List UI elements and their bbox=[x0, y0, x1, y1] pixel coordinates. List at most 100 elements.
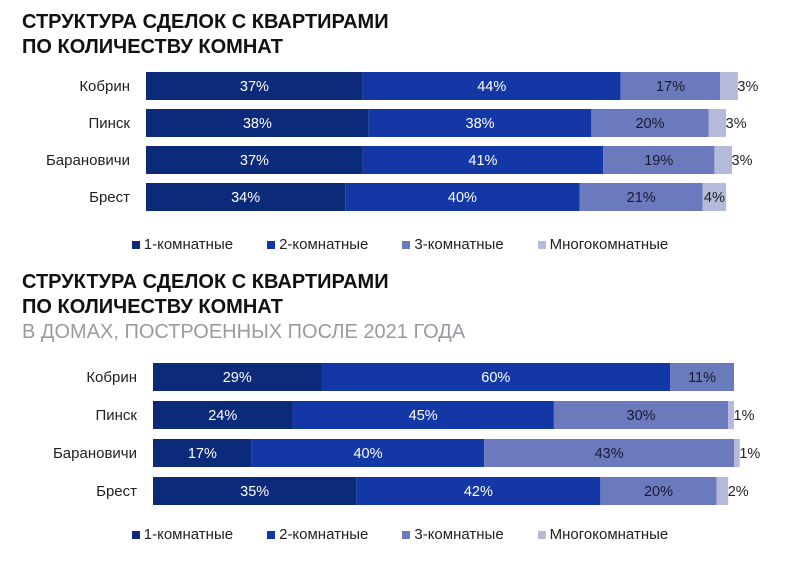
chart1-bar-segment bbox=[345, 183, 580, 211]
chart2-category-label: Брест bbox=[96, 483, 137, 500]
chart1-bar-segment bbox=[708, 109, 727, 137]
chart2-data-label: 42% bbox=[464, 484, 493, 500]
chart1-legend-label: Многокомнатные bbox=[549, 236, 669, 253]
chart2-data-label: 35% bbox=[240, 484, 269, 500]
chart2-legend-swatch bbox=[537, 530, 546, 539]
chart1-bar-segment bbox=[146, 109, 369, 137]
chart2-legend-item: 3-комнатные bbox=[402, 526, 504, 543]
chart2-bar-segment bbox=[153, 477, 357, 505]
chart1-data-label: 4% bbox=[704, 190, 725, 206]
chart2-bar-segment bbox=[356, 477, 601, 505]
chart1-bar-segment bbox=[702, 183, 727, 211]
chart2-data-label: 2% bbox=[728, 484, 749, 500]
chart2-legend-item: 1-комнатные bbox=[131, 526, 234, 543]
chart1-legend-label: 3-комнатные bbox=[414, 236, 504, 253]
chart1-legend-swatch bbox=[131, 240, 140, 249]
chart1-legend-swatch bbox=[537, 240, 546, 249]
chart1-bar-segment bbox=[620, 72, 721, 100]
chart1-bar-segment bbox=[146, 183, 346, 211]
chart2-bar-segment bbox=[734, 439, 740, 467]
chart2-legend-label: Многокомнатные bbox=[549, 526, 669, 543]
chart1-bar-segment bbox=[368, 109, 592, 137]
chart2-data-label: 60% bbox=[481, 370, 510, 386]
chart2-legend-item: Многокомнатные bbox=[537, 526, 669, 543]
chart1-data-label: 38% bbox=[243, 116, 272, 132]
chart2-data-label: 45% bbox=[409, 408, 438, 424]
chart2-data-label: 29% bbox=[223, 370, 252, 386]
chart1-category-label: Брест bbox=[89, 189, 130, 206]
chart1-data-label: 38% bbox=[466, 116, 495, 132]
chart1-bar-segment bbox=[603, 146, 715, 174]
chart1-data-label: 37% bbox=[240, 153, 269, 169]
chart1-bar-segment bbox=[579, 183, 703, 211]
chart2-bar-segment bbox=[670, 363, 734, 391]
chart2-legend-swatch bbox=[131, 530, 140, 539]
chart2-bar-segment bbox=[153, 363, 322, 391]
chart2-bar-segment bbox=[251, 439, 485, 467]
chart2-bar-segment bbox=[153, 439, 252, 467]
chart1-data-label: 17% bbox=[656, 79, 685, 95]
chart1-bar-segment bbox=[362, 146, 604, 174]
chart2-category-label: Кобрин bbox=[86, 369, 137, 386]
chart1-data-label: 19% bbox=[644, 153, 673, 169]
chart1-bar-segment bbox=[362, 72, 621, 100]
chart1-data-label: 3% bbox=[726, 116, 747, 132]
chart2-category-label: Барановичи bbox=[53, 445, 137, 462]
chart2-data-label: 1% bbox=[734, 408, 755, 424]
chart1-title-line2: ПО КОЛИЧЕСТВУ КОМНАТ bbox=[22, 36, 283, 58]
chart2-legend-swatch bbox=[267, 530, 276, 539]
chart2-data-label: 1% bbox=[739, 446, 760, 462]
chart1-legend: 1-комнатные 2-комнатные 3-комнатные Многоко… bbox=[0, 236, 800, 253]
chart1-data-label: 3% bbox=[732, 153, 753, 169]
chart2-subtitle: В ДОМАХ, ПОСТРОЕННЫХ ПОСЛЕ 2021 ГОДА bbox=[22, 321, 466, 343]
chart1-legend-swatch bbox=[267, 240, 276, 249]
chart1-legend-item: 2-комнатные bbox=[267, 236, 368, 253]
chart2-bar-segment bbox=[600, 477, 717, 505]
chart2-data-label: 40% bbox=[353, 446, 382, 462]
chart1-data-label: 37% bbox=[240, 79, 269, 95]
chart2-bar-segment bbox=[553, 401, 729, 429]
chart1-bar-segment bbox=[591, 109, 709, 137]
chart2-legend-label: 2-комнатные bbox=[279, 526, 369, 543]
chart1-legend-label: 2-комнатные bbox=[279, 236, 369, 253]
chart2-bar-segment bbox=[321, 363, 671, 391]
chart1-category-label: Барановичи bbox=[46, 152, 130, 169]
chart2-category-label: Пинск bbox=[95, 407, 137, 424]
chart1-bar-segment bbox=[146, 72, 363, 100]
chart2-title-line1: СТРУКТУРА СДЕЛОК С КВАРТИРАМИ bbox=[22, 271, 389, 293]
chart2-title-line2: ПО КОЛИЧЕСТВУ КОМНАТ bbox=[22, 296, 283, 318]
chart1-data-label: 44% bbox=[477, 79, 506, 95]
chart1-legend-item: 3-комнатные bbox=[402, 236, 504, 253]
chart1-legend-label: 1-комнатные bbox=[143, 236, 234, 253]
chart1-legend-item: Многокомнатные bbox=[537, 236, 669, 253]
chart1-data-label: 34% bbox=[231, 190, 260, 206]
chart1-legend-swatch bbox=[402, 240, 411, 249]
chart1-category-label: Кобрин bbox=[79, 78, 130, 95]
chart1-data-label: 3% bbox=[737, 79, 758, 95]
chart1-plot: Кобрин 37% 44% 17% 3% Пинск 38% 38% 20% 3% Баранов… bbox=[46, 72, 758, 211]
chart2-data-label: 30% bbox=[627, 408, 656, 424]
chart2-bar-segment bbox=[292, 401, 554, 429]
chart2-legend-item: 2-комнатные bbox=[267, 526, 368, 543]
chart1-title-line1: СТРУКТУРА СДЕЛОК С КВАРТИРАМИ bbox=[22, 11, 389, 33]
chart1-legend-item: 1-комнатные bbox=[131, 236, 234, 253]
chart2-data-label: 20% bbox=[644, 484, 673, 500]
chart2-legend-label: 1-комнатные bbox=[143, 526, 234, 543]
chart2-plot: Кобрин 29% 60% 11% Пинск 24% 45% 30% 1% Баранович… bbox=[53, 363, 760, 505]
chart2-legend: 1-комнатные 2-комнатные 3-комнатные Многоко… bbox=[0, 526, 800, 543]
chart2-bar-segment bbox=[153, 401, 293, 429]
chart2-data-label: 11% bbox=[688, 370, 716, 386]
chart1-data-label: 20% bbox=[635, 116, 664, 132]
chart2-legend-swatch bbox=[402, 530, 411, 539]
chart1-bar-segment bbox=[720, 72, 738, 100]
chart2-legend-label: 3-комнатные bbox=[414, 526, 504, 543]
chart1-data-label: 41% bbox=[468, 153, 497, 169]
chart2-data-label: 24% bbox=[208, 408, 237, 424]
chart1-data-label: 40% bbox=[448, 190, 477, 206]
chart2-data-label: 17% bbox=[188, 446, 217, 462]
chart1-bar-segment bbox=[146, 146, 363, 174]
chart2-data-label: 43% bbox=[595, 446, 624, 462]
chart2-bar-segment bbox=[484, 439, 734, 467]
chart1-bar-segment bbox=[714, 146, 732, 174]
chart2-bar-segment bbox=[728, 401, 734, 429]
